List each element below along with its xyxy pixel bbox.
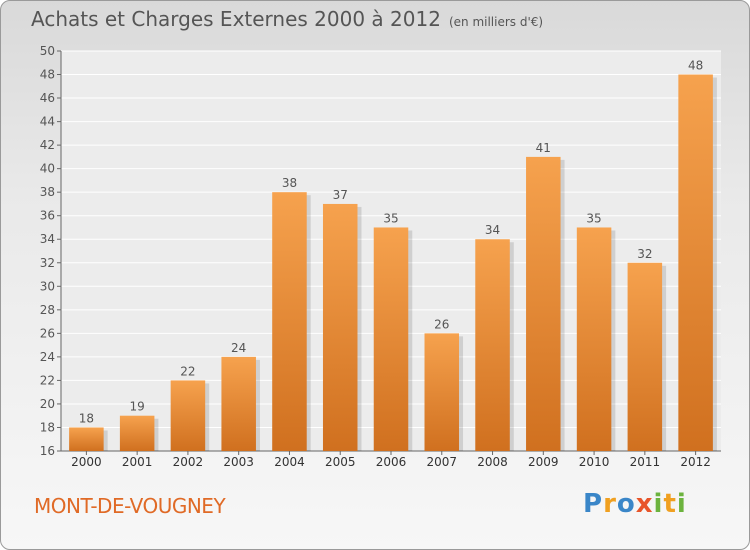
y-tick-label: 46 [40, 91, 55, 105]
x-tick-label: 2008 [477, 455, 508, 469]
y-tick-label: 24 [40, 350, 55, 364]
bar-value-label: 26 [434, 317, 449, 331]
bar-value-label: 18 [79, 411, 94, 425]
y-tick-label: 34 [40, 232, 55, 246]
y-tick-label: 42 [40, 138, 55, 152]
proxiti-logo: Proxiti [583, 489, 687, 519]
bar-value-label: 22 [180, 364, 195, 378]
bar-value-label: 38 [282, 176, 297, 190]
y-tick-label: 30 [40, 279, 55, 293]
x-tick-label: 2001 [122, 455, 153, 469]
bar [322, 203, 358, 451]
y-tick-label: 28 [40, 303, 55, 317]
bar-value-label: 35 [383, 211, 398, 225]
bar [69, 427, 104, 451]
chart-unit: (en milliers d'€) [448, 15, 544, 29]
y-tick-label: 16 [40, 444, 55, 458]
x-tick-label: 2004 [274, 455, 305, 469]
y-tick-label: 20 [40, 397, 55, 411]
x-tick-label: 2012 [680, 455, 711, 469]
y-tick-label: 18 [40, 420, 55, 434]
bar [119, 415, 155, 451]
location-name: MONT-DE-VOUGNEY [34, 494, 226, 518]
chart-title-text: Achats et Charges Externes 2000 à 2012 [31, 7, 441, 31]
bar-value-label: 24 [231, 341, 246, 355]
bar-value-label: 19 [130, 400, 145, 414]
bar [170, 380, 206, 451]
y-tick-label: 22 [40, 373, 55, 387]
bar-value-label: 35 [586, 211, 601, 225]
bar [475, 239, 510, 451]
y-tick-label: 36 [40, 209, 55, 223]
x-tick-label: 2006 [376, 455, 407, 469]
logo-letter: i [676, 489, 687, 519]
y-tick-label: 38 [40, 185, 55, 199]
y-tick-label: 26 [40, 326, 55, 340]
bar [526, 156, 561, 451]
bar [373, 227, 409, 451]
y-tick-label: 40 [40, 162, 55, 176]
bar-value-label: 32 [637, 247, 652, 261]
x-tick-label: 2002 [173, 455, 204, 469]
y-tick-label: 50 [40, 44, 55, 58]
logo-letter: x [635, 489, 654, 519]
bar [576, 227, 612, 451]
x-tick-label: 2010 [579, 455, 610, 469]
x-tick-label: 2009 [528, 455, 559, 469]
logo-letter: P [583, 489, 604, 519]
bar [627, 262, 663, 451]
bar-value-label: 37 [333, 188, 348, 202]
y-tick-label: 44 [40, 115, 55, 129]
logo-letter: i [653, 489, 664, 519]
y-tick-label: 48 [40, 68, 55, 82]
bar [678, 74, 713, 451]
logo-letter: r [603, 489, 617, 519]
logo-letter: t [663, 489, 677, 519]
x-tick-label: 2007 [426, 455, 457, 469]
logo-letter: o [616, 489, 636, 519]
y-tick-label: 32 [40, 256, 55, 270]
x-tick-label: 2011 [630, 455, 661, 469]
bar [424, 333, 460, 451]
bar [272, 192, 307, 452]
bar-value-label: 48 [688, 59, 703, 73]
x-tick-label: 2005 [325, 455, 356, 469]
bar [221, 356, 256, 451]
bar-value-label: 41 [536, 141, 551, 155]
x-tick-label: 2003 [223, 455, 254, 469]
bar-value-label: 34 [485, 223, 500, 237]
chart-title: Achats et Charges Externes 2000 à 2012 (e… [31, 7, 543, 31]
x-tick-label: 2000 [71, 455, 102, 469]
